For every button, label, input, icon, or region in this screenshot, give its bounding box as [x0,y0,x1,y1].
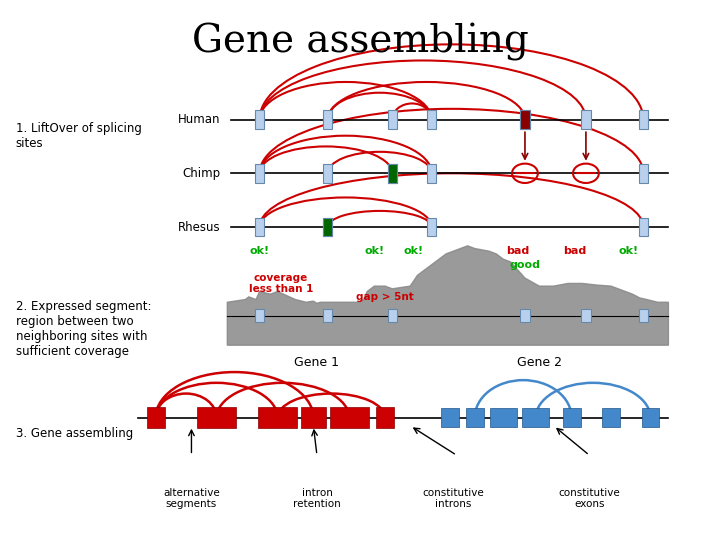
FancyBboxPatch shape [387,164,397,183]
Bar [602,408,620,427]
Bar [466,408,484,427]
Text: bad: bad [506,246,529,256]
FancyBboxPatch shape [639,218,648,237]
Bar [441,408,459,427]
Bar [642,408,660,427]
Bar [562,408,580,427]
Text: ok!: ok! [250,246,270,256]
FancyBboxPatch shape [521,110,530,129]
Bar [197,407,236,428]
FancyBboxPatch shape [323,218,333,237]
Bar [522,408,549,427]
FancyBboxPatch shape [387,164,397,183]
Text: good: good [510,260,541,269]
FancyBboxPatch shape [387,309,397,322]
FancyBboxPatch shape [323,110,333,129]
Text: Gene 1: Gene 1 [294,356,339,369]
Text: coverage
less than 1: coverage less than 1 [249,273,313,294]
FancyBboxPatch shape [427,110,436,129]
Text: constitutive
introns: constitutive introns [423,488,484,509]
FancyBboxPatch shape [427,164,436,183]
Text: gap > 5nt: gap > 5nt [356,292,414,302]
Bar [330,407,369,428]
Bar [258,407,297,428]
FancyBboxPatch shape [255,218,264,237]
Text: ok!: ok! [364,246,384,256]
Text: Gene assembling: Gene assembling [192,23,528,61]
Text: bad: bad [564,246,587,256]
FancyBboxPatch shape [581,110,590,129]
FancyBboxPatch shape [639,309,648,322]
Text: ok!: ok! [404,246,424,256]
Bar [147,407,165,428]
Bar [490,408,517,427]
Text: 2. Expressed segment:
region between two
neighboring sites with
sufficient cover: 2. Expressed segment: region between two… [16,300,151,358]
Text: constitutive
exons: constitutive exons [559,488,621,509]
FancyBboxPatch shape [255,110,264,129]
Text: 1. LiftOver of splicing
sites: 1. LiftOver of splicing sites [16,122,142,150]
Text: Gene 2: Gene 2 [517,356,562,369]
FancyBboxPatch shape [521,309,530,322]
Text: ok!: ok! [619,246,639,256]
Text: intron
retention: intron retention [293,488,341,509]
Text: alternative
segments: alternative segments [163,488,220,509]
Text: Chimp: Chimp [182,167,220,180]
Text: 3. Gene assembling: 3. Gene assembling [16,427,133,440]
FancyBboxPatch shape [639,110,648,129]
Bar [301,407,326,428]
FancyBboxPatch shape [387,110,397,129]
Bar [376,407,394,428]
Text: Human: Human [178,113,220,126]
FancyBboxPatch shape [521,110,530,129]
FancyBboxPatch shape [427,218,436,237]
Text: Rhesus: Rhesus [178,220,220,233]
FancyBboxPatch shape [323,309,333,322]
FancyBboxPatch shape [323,164,333,183]
FancyBboxPatch shape [639,164,648,183]
FancyBboxPatch shape [255,309,264,322]
FancyBboxPatch shape [323,218,333,237]
Polygon shape [228,246,668,345]
FancyBboxPatch shape [581,309,590,322]
FancyBboxPatch shape [255,164,264,183]
